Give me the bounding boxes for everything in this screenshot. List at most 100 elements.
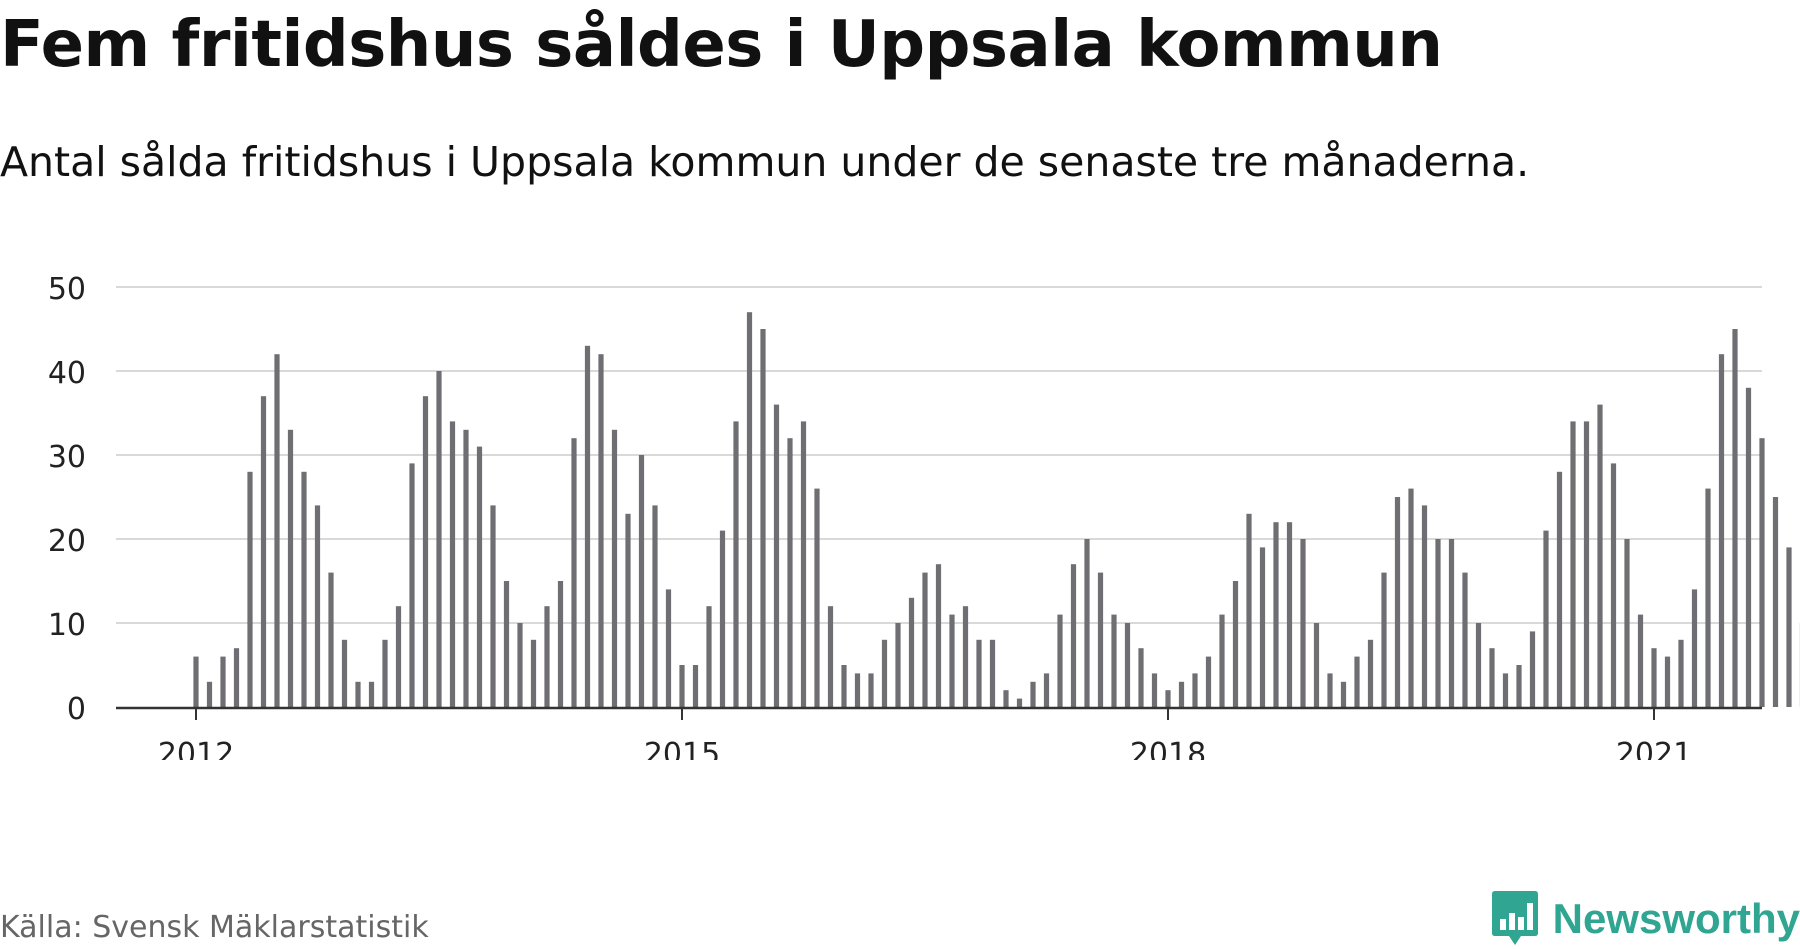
bar [355, 682, 360, 707]
bar [814, 489, 819, 707]
bar [1719, 354, 1724, 707]
bar [639, 455, 644, 707]
bar [288, 430, 293, 707]
bar [868, 673, 873, 707]
bar [706, 606, 711, 707]
bar [1786, 547, 1791, 707]
y-tick-label: 20 [48, 524, 86, 559]
y-tick-label: 10 [48, 608, 86, 643]
bar [1462, 573, 1467, 707]
bar [544, 606, 549, 707]
bar [1530, 631, 1535, 707]
bar [1111, 615, 1116, 707]
bar [1395, 497, 1400, 707]
bar [1206, 657, 1211, 707]
bar [693, 665, 698, 707]
bar [1408, 489, 1413, 707]
bar [666, 589, 671, 707]
bar [936, 564, 941, 707]
bar [315, 505, 320, 707]
bar [1287, 522, 1292, 707]
bar [1611, 463, 1616, 707]
bar [598, 354, 603, 707]
bar [423, 396, 428, 707]
bar [1705, 489, 1710, 707]
bar [1260, 547, 1265, 707]
bar [1165, 690, 1170, 707]
bar [652, 505, 657, 707]
bar [328, 573, 333, 707]
bar [396, 606, 401, 707]
bar [369, 682, 374, 707]
bar [382, 640, 387, 707]
bar [949, 615, 954, 707]
bar [247, 472, 252, 707]
bar [1273, 522, 1278, 707]
bar [1678, 640, 1683, 707]
bar [463, 430, 468, 707]
bar [909, 598, 914, 707]
bar [787, 438, 792, 707]
x-tick-label: 2015 [644, 737, 720, 760]
bar [1732, 329, 1737, 707]
bar [261, 396, 266, 707]
bar [1665, 657, 1670, 707]
bar [1570, 421, 1575, 707]
source-note: Källa: Svensk Mäklarstatistik [0, 910, 429, 945]
bar [1152, 673, 1157, 707]
bar [895, 623, 900, 707]
bar [1597, 405, 1602, 707]
newsworthy-logo-icon [1491, 889, 1539, 949]
bar [1138, 648, 1143, 707]
bar [990, 640, 995, 707]
bar [1692, 589, 1697, 707]
bar [1476, 623, 1481, 707]
bar [774, 405, 779, 707]
bar [1381, 573, 1386, 707]
bar [1759, 438, 1764, 707]
bar [841, 665, 846, 707]
y-tick-label: 30 [48, 440, 86, 475]
bar [234, 648, 239, 707]
bar [207, 682, 212, 707]
bar [585, 346, 590, 707]
bar [1233, 581, 1238, 707]
bar [720, 531, 725, 707]
bar [801, 421, 806, 707]
y-tick-label: 50 [48, 272, 86, 307]
bar [1489, 648, 1494, 707]
bar [1422, 505, 1427, 707]
bar [1449, 539, 1454, 707]
bar [220, 657, 225, 707]
y-tick-label: 40 [48, 356, 86, 391]
bar [679, 665, 684, 707]
x-tick-label: 2018 [1130, 737, 1206, 760]
bar [1098, 573, 1103, 707]
bar [612, 430, 617, 707]
bar [1246, 514, 1251, 707]
bar [1179, 682, 1184, 707]
brand-logo[interactable]: Newsworthy [1491, 889, 1800, 949]
bar [1435, 539, 1440, 707]
bar [976, 640, 981, 707]
bar [747, 312, 752, 707]
bar [1503, 673, 1508, 707]
chart-title: Fem fritidshus såldes i Uppsala kommun [0, 8, 1442, 82]
bar [1368, 640, 1373, 707]
bar [1773, 497, 1778, 707]
bar [193, 657, 198, 707]
bar [1557, 472, 1562, 707]
bar [1543, 531, 1548, 707]
bar [504, 581, 509, 707]
bar [1030, 682, 1035, 707]
bar [531, 640, 536, 707]
bar [828, 606, 833, 707]
y-tick-label: 0 [67, 692, 86, 727]
bar [1044, 673, 1049, 707]
bar [882, 640, 887, 707]
bar [855, 673, 860, 707]
bar [1071, 564, 1076, 707]
bar [1584, 421, 1589, 707]
bar [517, 623, 522, 707]
bar [436, 371, 441, 707]
